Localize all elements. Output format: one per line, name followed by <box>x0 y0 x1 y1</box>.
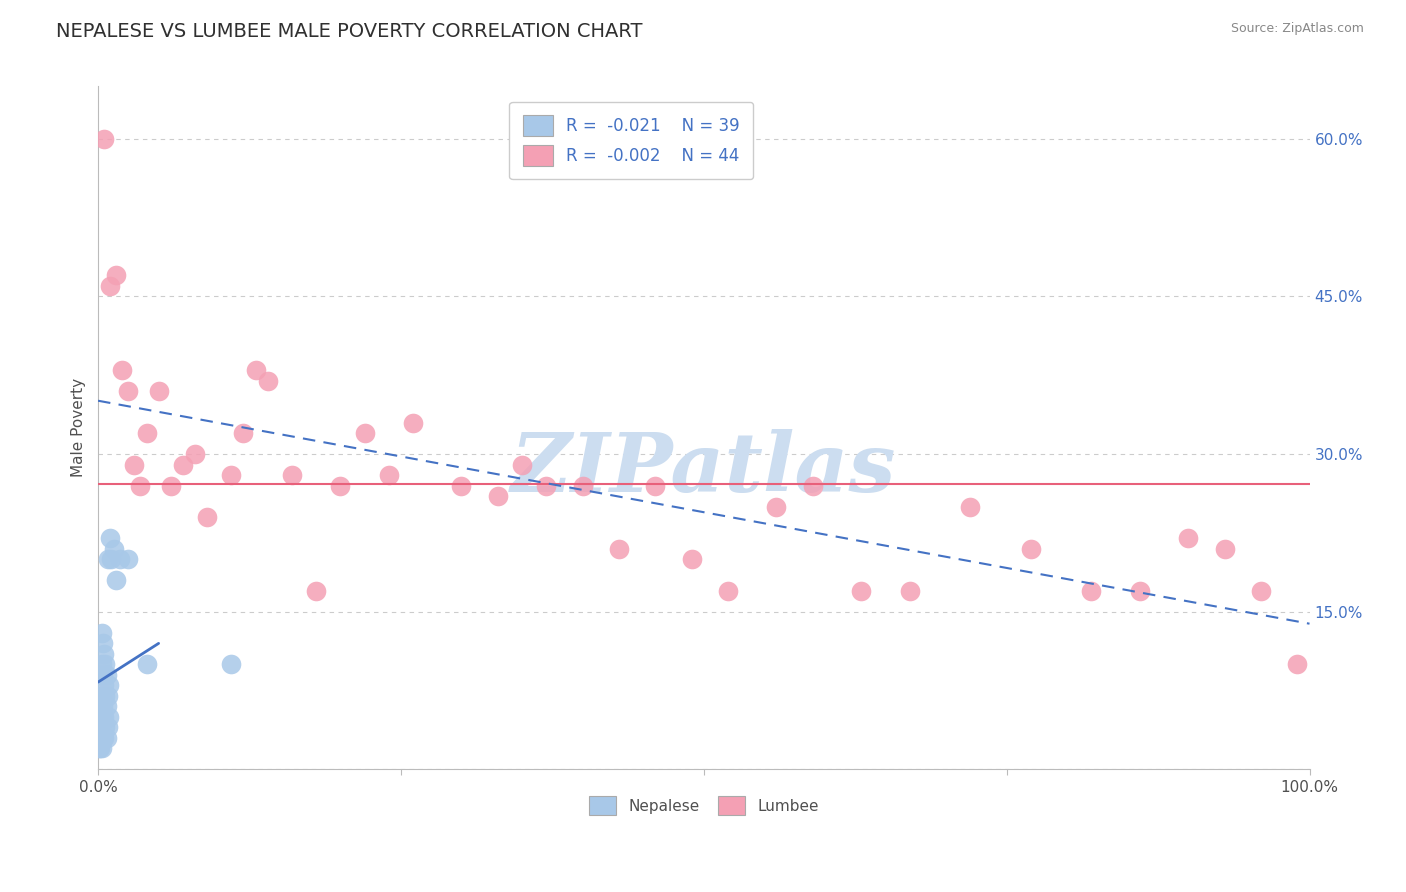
Point <box>129 478 152 492</box>
Point <box>281 468 304 483</box>
Point <box>221 468 243 483</box>
Text: Source: ZipAtlas.com: Source: ZipAtlas.com <box>1230 22 1364 36</box>
Point <box>765 500 787 514</box>
Point <box>117 384 139 398</box>
Point <box>105 573 128 587</box>
Point <box>1286 657 1309 672</box>
Point <box>1129 583 1152 598</box>
Point <box>1250 583 1272 598</box>
Point <box>100 552 122 566</box>
Point <box>97 678 120 692</box>
Point <box>232 426 254 441</box>
Point <box>644 478 666 492</box>
Point <box>89 667 111 681</box>
Point <box>93 710 115 724</box>
Point <box>89 720 111 734</box>
Point <box>96 699 118 714</box>
Point <box>97 720 120 734</box>
Point <box>93 678 115 692</box>
Point <box>108 552 131 566</box>
Point <box>353 426 375 441</box>
Point <box>94 720 117 734</box>
Point <box>97 552 120 566</box>
Point <box>117 552 139 566</box>
Point <box>1213 541 1236 556</box>
Point <box>111 363 134 377</box>
Point <box>571 478 593 492</box>
Point <box>135 657 157 672</box>
Point <box>98 279 121 293</box>
Point <box>329 478 352 492</box>
Point <box>93 647 115 661</box>
Point <box>510 458 533 472</box>
Point <box>90 710 112 724</box>
Point <box>98 531 121 545</box>
Point <box>90 741 112 756</box>
Point <box>536 478 558 492</box>
Point <box>94 657 117 672</box>
Point <box>91 699 114 714</box>
Point <box>195 510 218 524</box>
Y-axis label: Male Poverty: Male Poverty <box>72 378 86 477</box>
Point <box>245 363 267 377</box>
Point <box>801 478 824 492</box>
Point <box>1177 531 1199 545</box>
Point <box>959 500 981 514</box>
Text: NEPALESE VS LUMBEE MALE POVERTY CORRELATION CHART: NEPALESE VS LUMBEE MALE POVERTY CORRELAT… <box>56 22 643 41</box>
Point <box>305 583 328 598</box>
Point <box>94 689 117 703</box>
Point <box>97 689 120 703</box>
Point <box>607 541 630 556</box>
Point <box>89 741 111 756</box>
Point <box>184 447 207 461</box>
Point <box>486 489 509 503</box>
Legend: Nepalese, Lumbee: Nepalese, Lumbee <box>581 789 827 823</box>
Point <box>898 583 921 598</box>
Point <box>135 426 157 441</box>
Point <box>221 657 243 672</box>
Point <box>681 552 703 566</box>
Point <box>90 657 112 672</box>
Point <box>91 667 114 681</box>
Point <box>148 384 170 398</box>
Text: ZIPatlas: ZIPatlas <box>510 429 897 508</box>
Point <box>96 667 118 681</box>
Point <box>1080 583 1102 598</box>
Point <box>402 416 425 430</box>
Point <box>103 541 125 556</box>
Point <box>89 741 111 756</box>
Point <box>450 478 472 492</box>
Point <box>89 699 111 714</box>
Point <box>159 478 181 492</box>
Point <box>124 458 146 472</box>
Point <box>90 689 112 703</box>
Point <box>256 374 278 388</box>
Point <box>91 731 114 745</box>
Point <box>93 132 115 146</box>
Point <box>89 720 111 734</box>
Point <box>1019 541 1042 556</box>
Point <box>91 636 114 650</box>
Point <box>172 458 194 472</box>
Point <box>90 625 112 640</box>
Point <box>105 268 128 283</box>
Point <box>717 583 740 598</box>
Point <box>96 731 118 745</box>
Point <box>89 689 111 703</box>
Point <box>851 583 873 598</box>
Point <box>97 710 120 724</box>
Point <box>93 731 115 745</box>
Point <box>378 468 401 483</box>
